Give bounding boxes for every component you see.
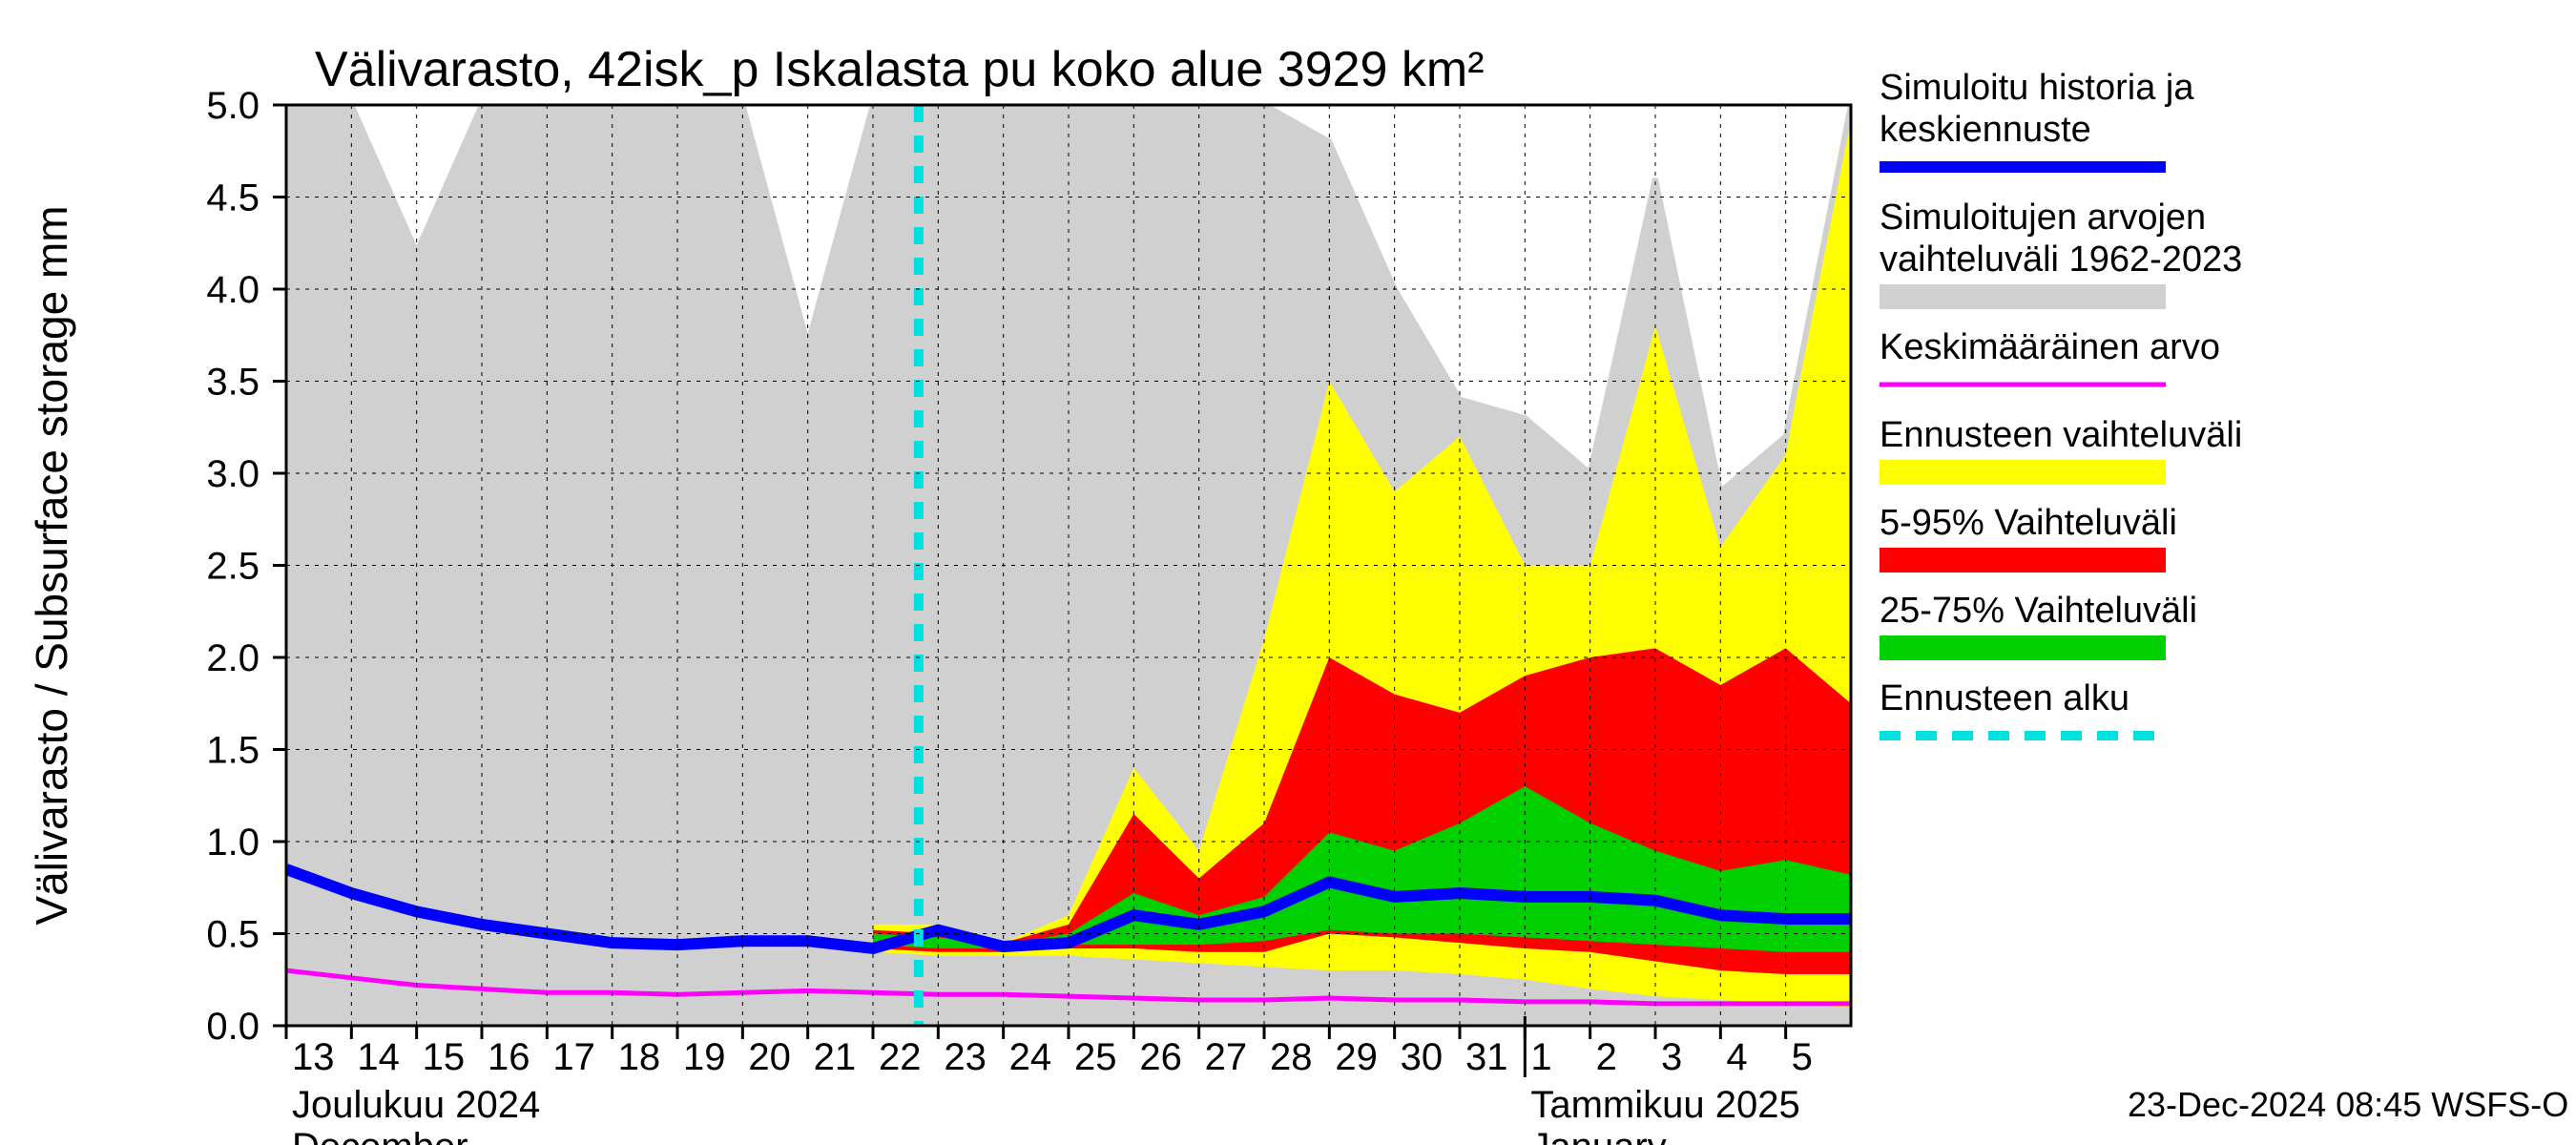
legend-label: Ennusteen alku (1880, 678, 2129, 718)
y-tick-label: 1.5 (206, 730, 260, 772)
x-tick-label: 23 (944, 1036, 986, 1078)
x-tick-label: 27 (1205, 1036, 1248, 1078)
x-tick-label: 25 (1074, 1036, 1117, 1078)
y-tick-label: 2.0 (206, 637, 260, 679)
chart-title: Välivarasto, 42isk_p Iskalasta pu koko a… (315, 42, 1485, 97)
x-tick-label: 19 (683, 1036, 726, 1078)
legend-swatch (1880, 548, 2166, 572)
x-tick-label: 4 (1726, 1036, 1747, 1078)
x-tick-label: 14 (357, 1036, 400, 1078)
month-label-fi: Joulukuu 2024 (292, 1084, 540, 1126)
y-tick-label: 1.0 (206, 822, 260, 864)
x-tick-label: 31 (1465, 1036, 1508, 1078)
x-tick-label: 26 (1139, 1036, 1182, 1078)
legend-label: 25-75% Vaihteluväli (1880, 591, 2197, 631)
footer-timestamp: 23-Dec-2024 08:45 WSFS-O (2128, 1085, 2568, 1124)
legend-label: Keskimääräinen arvo (1880, 327, 2220, 367)
x-tick-label: 16 (488, 1036, 530, 1078)
chart-root: 0.00.51.01.52.02.53.03.54.04.55.01314151… (0, 0, 2576, 1145)
x-tick-label: 1 (1530, 1036, 1551, 1078)
x-tick-label: 29 (1335, 1036, 1378, 1078)
legend-swatch (1880, 460, 2166, 485)
x-tick-label: 30 (1401, 1036, 1444, 1078)
x-tick-label: 20 (748, 1036, 791, 1078)
legend-swatch (1880, 635, 2166, 660)
y-tick-label: 0.0 (206, 1006, 260, 1048)
x-tick-label: 17 (552, 1036, 595, 1078)
month-label-en: January (1530, 1126, 1666, 1145)
x-tick-label: 13 (292, 1036, 335, 1078)
y-tick-label: 0.5 (206, 914, 260, 956)
legend-label: Simuloitu historia ja (1880, 68, 2194, 108)
x-tick-label: 24 (1009, 1036, 1052, 1078)
y-tick-label: 2.5 (206, 546, 260, 588)
x-tick-label: 22 (879, 1036, 922, 1078)
x-tick-label: 2 (1596, 1036, 1617, 1078)
y-tick-label: 3.5 (206, 362, 260, 404)
month-label-en: December (292, 1126, 468, 1145)
month-label-fi: Tammikuu 2025 (1530, 1084, 1799, 1126)
legend-label: vaihteluväli 1962-2023 (1880, 239, 2242, 280)
legend-label: 5-95% Vaihteluväli (1880, 503, 2177, 543)
y-axis-label: Välivarasto / Subsurface storage mm (27, 205, 76, 925)
legend-label: Simuloitujen arvojen (1880, 198, 2206, 238)
x-tick-label: 15 (423, 1036, 466, 1078)
x-tick-label: 3 (1661, 1036, 1682, 1078)
x-tick-label: 28 (1270, 1036, 1313, 1078)
y-tick-label: 5.0 (206, 85, 260, 127)
y-tick-label: 4.0 (206, 269, 260, 311)
y-tick-label: 3.0 (206, 453, 260, 495)
x-tick-label: 5 (1792, 1036, 1813, 1078)
y-tick-label: 4.5 (206, 177, 260, 219)
legend-swatch (1880, 284, 2166, 309)
legend-label: keskiennuste (1880, 110, 2091, 150)
legend-label: Ennusteen vaihteluväli (1880, 415, 2242, 455)
x-tick-label: 21 (814, 1036, 857, 1078)
x-tick-label: 18 (618, 1036, 661, 1078)
